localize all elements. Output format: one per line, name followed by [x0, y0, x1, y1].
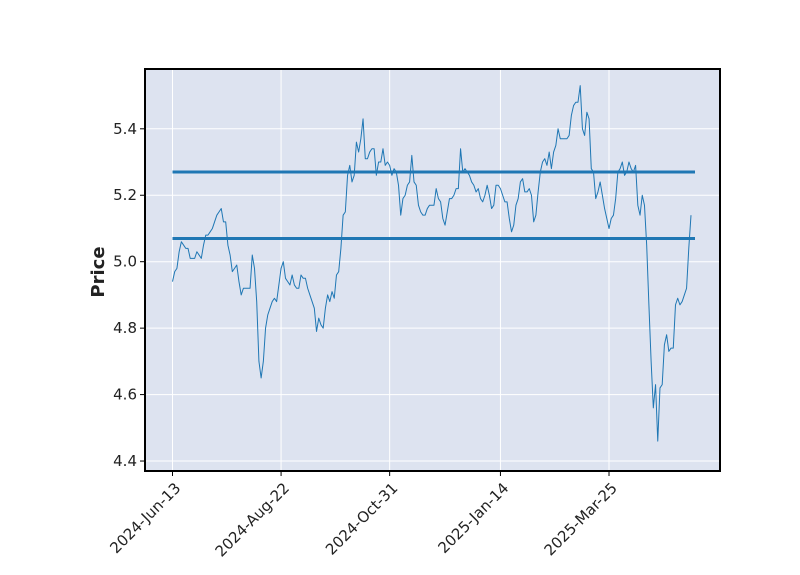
y-axis-ticks: 4.4 4.6 4.8 5.0 5.2 5.4	[113, 120, 145, 470]
x-tick-label: 2024-Aug-22	[212, 479, 293, 560]
x-tick-label: 2025-Jan-14	[434, 479, 512, 557]
x-axis-ticks: 2024-Jun-13 2024-Aug-22 2024-Oct-31 2025-Ja…	[106, 471, 621, 560]
y-tick-label: 4.8	[113, 319, 137, 337]
y-tick-label: 5.2	[113, 186, 137, 204]
y-tick-label: 5.0	[113, 253, 137, 271]
horizontal-reference-lines	[172, 170, 695, 240]
x-tick-label: 2025-Mar-25	[541, 479, 621, 559]
price-series	[172, 85, 692, 442]
y-tick-label: 5.4	[113, 120, 137, 138]
x-tick-label: 2024-Oct-31	[322, 479, 402, 559]
x-tick-label: 2024-Jun-13	[106, 479, 184, 557]
y-gridlines	[145, 128, 720, 462]
y-tick-label: 4.4	[113, 452, 137, 470]
y-tick-label: 4.6	[113, 386, 137, 404]
y-axis-title: Price	[88, 246, 109, 297]
x-gridlines	[172, 69, 610, 471]
price-line	[172, 85, 692, 442]
plot-background	[145, 69, 720, 471]
plot-frame	[144, 68, 721, 472]
